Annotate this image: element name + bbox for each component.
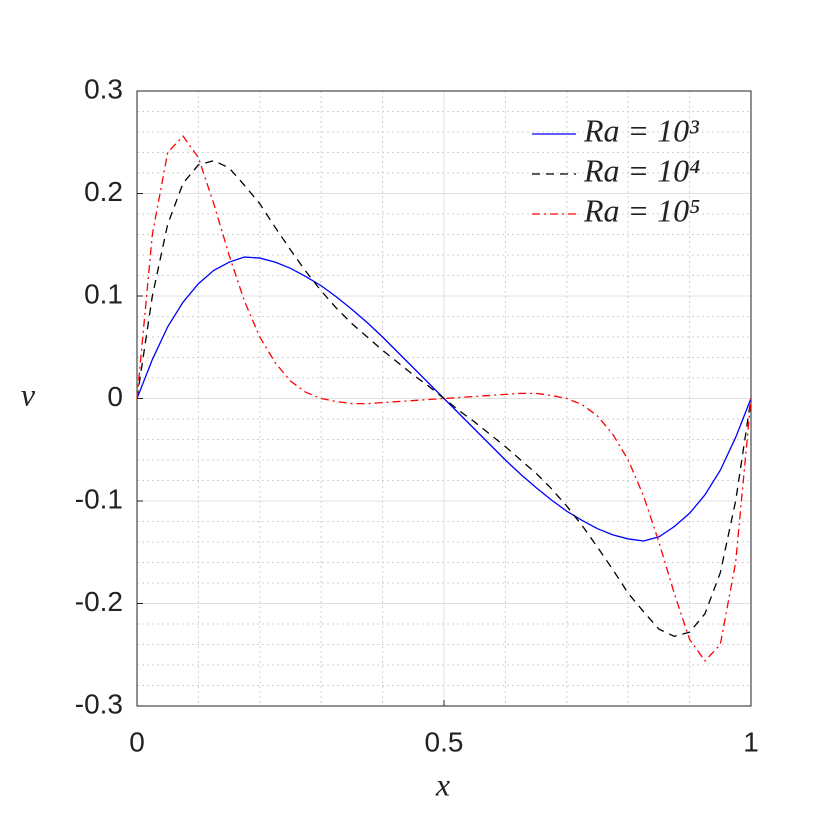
legend-label: Ra = 10⁵ <box>583 192 700 228</box>
legend-label: Ra = 10³ <box>583 112 699 148</box>
series-line <box>136 160 752 637</box>
x-tick-label: 0.5 <box>425 726 464 757</box>
x-axis-label: x <box>435 766 450 802</box>
x-tick-label: 0 <box>129 726 145 757</box>
y-tick-label: 0 <box>107 381 123 412</box>
y-tick-label: -0.3 <box>75 688 123 719</box>
y-axis-label: v <box>21 376 36 412</box>
legend-label: Ra = 10⁴ <box>583 152 700 188</box>
y-tick-label: 0.3 <box>84 73 123 104</box>
y-tick-label: -0.1 <box>75 483 123 514</box>
x-tick-label: 1 <box>743 726 759 757</box>
y-tick-label: 0.1 <box>84 278 123 309</box>
series-line <box>136 135 752 662</box>
y-tick-label: 0.2 <box>84 176 123 207</box>
y-tick-label: -0.2 <box>75 586 123 617</box>
